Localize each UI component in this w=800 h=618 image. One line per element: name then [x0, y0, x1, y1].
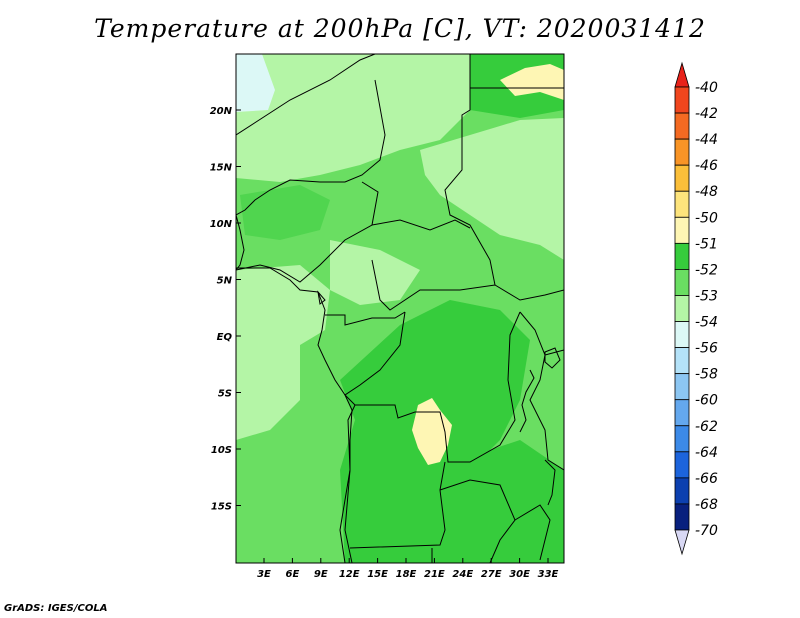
field-minus54-west [236, 265, 330, 440]
field-minus52-south [430, 440, 564, 563]
colorbar-swatch [674, 112, 690, 140]
colorbar-label: -51 [695, 236, 718, 252]
field-minus54-north [236, 54, 470, 182]
coastline [236, 214, 245, 271]
coastlines [236, 214, 561, 563]
colorbar-label: -54 [695, 315, 718, 331]
lon-label: 30E [509, 569, 530, 580]
border-line [519, 311, 564, 356]
colorbar-label: -48 [695, 184, 718, 200]
coastline [236, 267, 353, 563]
colorbar-swatch [674, 138, 690, 166]
lat-label: EQ [217, 332, 233, 343]
latitude-axis: 20N 15N 10N 5N EQ 5S 10S 15S [210, 106, 241, 513]
colorbar-label: -52 [695, 262, 718, 278]
field-minus54-northeast [420, 118, 564, 260]
border-line [371, 259, 564, 311]
lat-label: 10N [210, 219, 233, 230]
lon-label: 24E [452, 569, 473, 580]
chart-title: Temperature at 200hPa [C], VT: 202003141… [94, 14, 706, 43]
border-line [514, 504, 551, 561]
lon-label: 27E [481, 569, 502, 580]
colorbar-label: -70 [695, 523, 718, 539]
colorbar-label: -50 [695, 210, 718, 226]
colorbar-swatch [674, 347, 690, 375]
colorbar-label: -68 [695, 497, 718, 513]
lon-label: 3E [257, 569, 271, 580]
colorbar-swatch [674, 399, 690, 427]
border-line [344, 311, 521, 463]
field-minus51-central-blob [412, 398, 452, 465]
colorbar-bottom-arrow [674, 529, 690, 556]
lake-malawi [544, 459, 556, 506]
colorbar-swatch [674, 216, 690, 244]
lon-label: 12E [339, 569, 360, 580]
lat-label: 10S [211, 445, 232, 456]
colorbar-swatch [674, 321, 690, 348]
field-minus52-west-africa [240, 185, 330, 240]
lon-label: 15E [367, 569, 388, 580]
colorbar-label: -42 [695, 106, 718, 122]
lat-label: 15S [211, 502, 232, 513]
colorbar-label: -44 [695, 132, 718, 148]
colorbar: -40 -42 -44 -46 -48 -50 -51 -52 -53 -54 -56 -58 -60 -… [674, 61, 718, 556]
colorbar-swatch [674, 86, 690, 114]
colorbar-swatch [674, 477, 690, 505]
border-line [236, 181, 379, 283]
country-borders [236, 54, 564, 563]
lon-label: 6E [286, 569, 300, 580]
border-line [236, 79, 386, 216]
colorbar-swatch [674, 295, 690, 322]
colorbar-label: -40 [695, 80, 718, 96]
longitude-axis: 3E 6E 9E 12E 15E 18E 21E 24E 27E 30E 33E [257, 558, 559, 580]
colorbar-label: -46 [695, 158, 718, 174]
colorbar-top-arrow [674, 61, 690, 88]
colorbar-label: -60 [695, 393, 718, 409]
colorbar-swatch [674, 425, 690, 453]
map-frame [235, 53, 565, 564]
lake-tanganyika [519, 369, 535, 433]
colorbar-swatch [674, 164, 690, 192]
lake-victoria [544, 347, 561, 369]
lon-label: 33E [538, 569, 559, 580]
lat-label: 5N [217, 276, 233, 287]
field-minus51-north-blob [500, 64, 564, 100]
field-minus56-nw [236, 54, 275, 112]
border-line [236, 54, 376, 136]
colorbar-swatch [674, 451, 690, 479]
lon-label: 18E [396, 569, 417, 580]
colorbar-swatch [674, 190, 690, 218]
lake [317, 290, 326, 305]
colorbar-label: -56 [695, 341, 718, 357]
lat-label: 15N [210, 163, 233, 174]
colorbar-label: -58 [695, 367, 718, 383]
map-field [236, 54, 564, 563]
colorbar-label: -64 [695, 445, 718, 461]
border-line [325, 311, 406, 326]
colorbar-swatch [674, 269, 690, 296]
colorbar-swatch [674, 242, 690, 270]
border-line [371, 219, 471, 231]
colorbar-label: -66 [695, 471, 718, 487]
lon-label: 9E [314, 569, 328, 580]
lat-label: 5S [218, 389, 232, 400]
border-line [529, 354, 564, 471]
colorbar-label: -62 [695, 419, 718, 435]
colorbar-swatch [674, 503, 690, 531]
border-line [439, 479, 516, 563]
grads-credit: GrADS: IGES/COLA [4, 603, 108, 614]
lat-label: 20N [210, 106, 233, 117]
border-line [349, 461, 446, 549]
border-line [444, 54, 496, 286]
colorbar-swatch [674, 373, 690, 401]
lon-label: 21E [424, 569, 445, 580]
colorbar-label: -53 [695, 288, 718, 304]
